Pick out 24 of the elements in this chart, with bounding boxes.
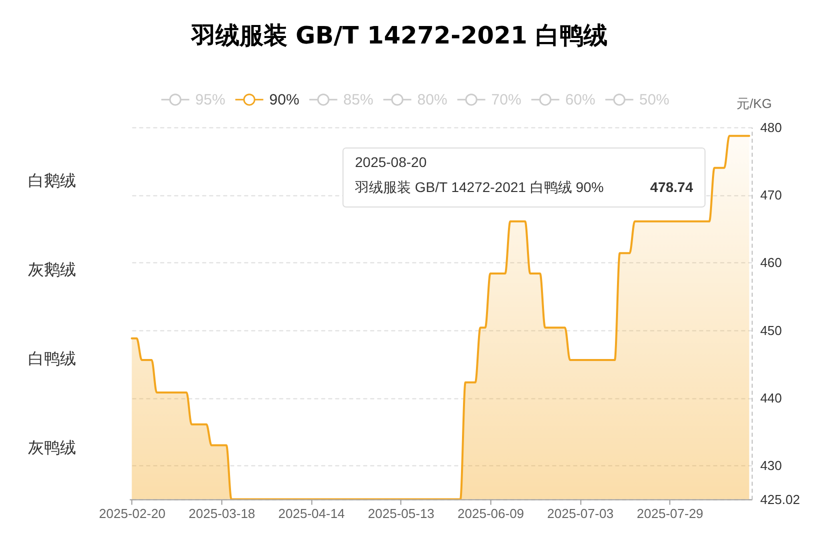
- x-tick-label: 2025-06-09: [458, 506, 524, 521]
- y-tick-label: 440: [760, 390, 782, 406]
- y-tick-label: 480: [760, 120, 782, 135]
- text: 白鹅绒: [28, 172, 76, 190]
- x-tick-label: 2025-03-18: [188, 506, 256, 521]
- text: 白鸭绒: [28, 350, 76, 368]
- x-tick-label: 2025-07-03: [547, 506, 614, 521]
- y-axis-title: 元/KG: [736, 96, 772, 111]
- annotation: 羽绒服装 GB/T 14272-2021 白鸭绒 90%: [354, 179, 604, 195]
- y-tick-label: 470: [760, 187, 782, 202]
- text: 灰鸭绒: [28, 439, 76, 457]
- annotation: 478.74: [650, 179, 694, 195]
- y-tick-label: 450: [760, 322, 782, 338]
- x-tick-label: 2025-07-29: [636, 506, 704, 521]
- y-tick-label: 430: [760, 458, 782, 474]
- x-tick-label: 2025-04-14: [278, 506, 345, 521]
- y-tick-label: 425.02: [760, 492, 800, 507]
- legend-label: 90%: [269, 92, 300, 109]
- y-tick-label: 460: [760, 255, 782, 270]
- text: 灰鹅绒: [28, 261, 76, 279]
- x-tick-label: 2025-05-13: [368, 506, 434, 521]
- chart-title: 羽绒服装 GB/T 14272-2021 白鸭绒: [190, 21, 608, 50]
- annotation: 2025-08-20: [355, 154, 427, 170]
- x-tick-label: 2025-02-20: [99, 506, 166, 521]
